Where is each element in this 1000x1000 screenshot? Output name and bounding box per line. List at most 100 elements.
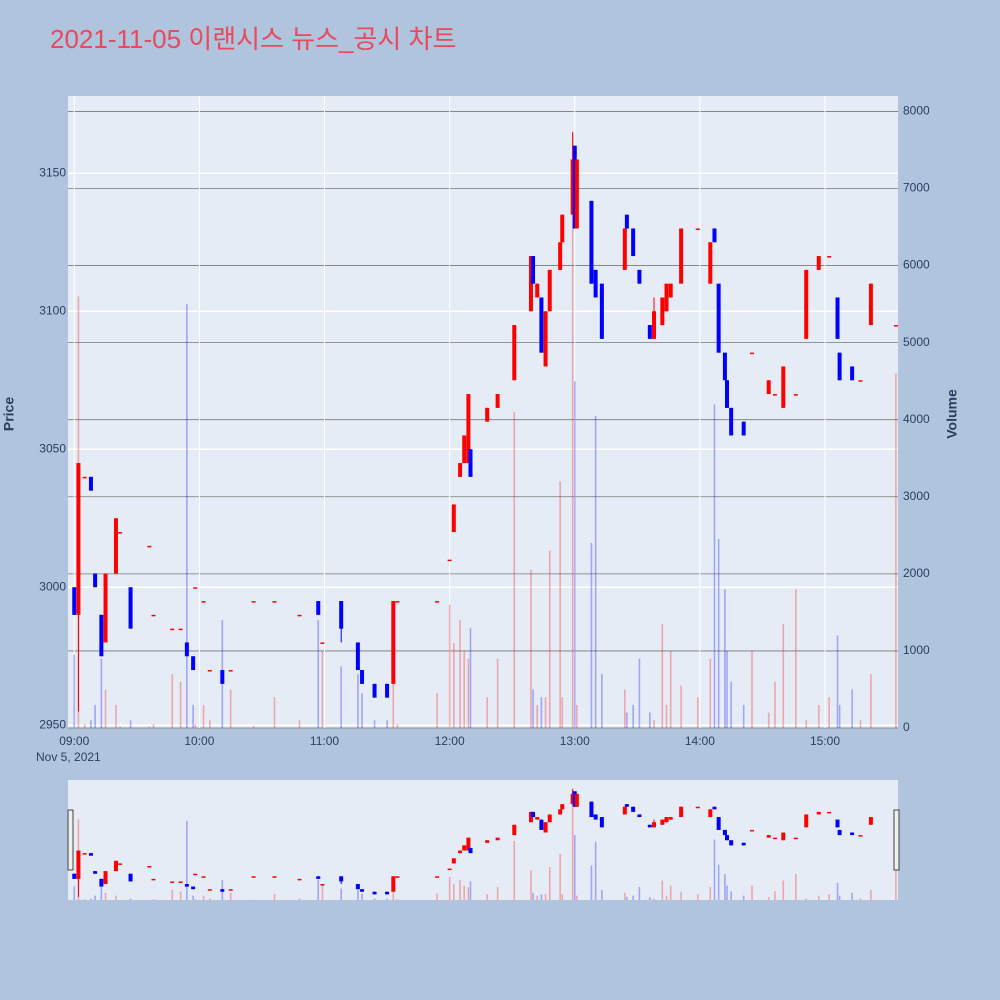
volume-bar (209, 720, 211, 728)
volume-bar (717, 864, 720, 900)
candle-body (793, 837, 798, 840)
candle-body (570, 793, 575, 805)
volume-bar (459, 879, 461, 900)
volume-bar (486, 894, 488, 900)
candle-body (272, 601, 277, 603)
range-slider[interactable] (68, 780, 898, 900)
candle-body (572, 145, 577, 229)
candle-body (624, 214, 629, 229)
volume-bar (665, 895, 668, 900)
volume-bar (653, 720, 655, 728)
volume-bar (273, 697, 276, 728)
candle-body (339, 601, 344, 629)
candle-body (827, 256, 832, 258)
candle-body (716, 283, 721, 353)
volume-bar (467, 658, 470, 728)
candle-body (385, 683, 390, 698)
volume-bar (340, 888, 342, 900)
candle-body (170, 881, 175, 883)
candle-body (251, 876, 256, 878)
slider-handle-left[interactable] (67, 809, 74, 871)
volume-bar (836, 635, 839, 728)
volume-bar (751, 885, 753, 900)
candle-body (647, 325, 652, 339)
volume-bar (373, 720, 376, 728)
volume-bar (192, 704, 194, 728)
candle-body (272, 876, 277, 878)
candle-body (207, 670, 212, 672)
candle-body (147, 545, 152, 548)
candle-body (82, 853, 87, 855)
volume-bar (782, 623, 785, 728)
volume-bar (317, 879, 320, 900)
volume-bar (661, 623, 664, 728)
volume-bar (496, 658, 499, 728)
volume-bar (851, 689, 853, 728)
volume-bar (532, 892, 534, 900)
volume-bar (838, 895, 841, 900)
candle-body (750, 352, 755, 355)
volume-bar (638, 887, 641, 900)
candle-body (447, 559, 452, 562)
volume-bar (805, 720, 808, 728)
y-tick-label: 3050 (39, 441, 66, 455)
candle-body (724, 380, 729, 408)
candle-body (447, 868, 452, 871)
candle-body (360, 670, 365, 684)
volume-bar (252, 725, 255, 728)
x-date-label: Nov 5, 2021 (36, 750, 101, 764)
volume-bar (459, 620, 461, 728)
candle-body (220, 889, 225, 892)
candle-body (679, 806, 684, 818)
candle-body (297, 878, 302, 881)
volume-bar (709, 887, 712, 900)
volume-bar (530, 870, 532, 900)
volume-bar (726, 650, 728, 728)
candle-body (76, 850, 81, 879)
candle-body (355, 884, 360, 890)
candle-body (858, 380, 863, 382)
candle-body (837, 829, 842, 836)
volume-bar (100, 658, 103, 728)
candle-body (466, 394, 471, 464)
candle-body (664, 283, 669, 312)
candle-body (766, 835, 771, 838)
candle-body (320, 884, 325, 886)
candle-body (93, 573, 98, 588)
candle-body (716, 817, 721, 830)
volume-bar (171, 889, 174, 900)
volume-bar (152, 724, 155, 728)
volume-bar (751, 650, 753, 728)
volume-bar (361, 893, 363, 900)
candle-body (297, 614, 302, 617)
volume-bar (536, 895, 539, 900)
volume-bar (532, 689, 534, 728)
volume-bar (463, 885, 466, 900)
y2-tick-label: 6000 (903, 258, 930, 272)
volume-bar (229, 689, 232, 728)
candle-body (793, 394, 798, 396)
slider-handle-right[interactable] (893, 809, 900, 871)
candle-body (624, 804, 629, 807)
volume-bar (357, 674, 359, 728)
candle-body (750, 829, 755, 832)
volume-bar (836, 882, 839, 900)
candle-body (118, 863, 123, 865)
candle-body (850, 832, 855, 836)
volume-bar (624, 689, 626, 728)
volume-bar (209, 898, 211, 900)
candle-body (599, 283, 604, 339)
y-tick-label: 3150 (39, 165, 66, 179)
volume-bar (513, 841, 516, 900)
volume-bar (795, 589, 797, 728)
volume-bar (559, 481, 561, 728)
volume-bar (229, 892, 232, 900)
candle-body (113, 860, 118, 872)
x-tick-label: 15:00 (810, 734, 840, 748)
volume-bar (561, 894, 564, 900)
volume-bar (805, 898, 808, 900)
candle-body (435, 601, 440, 603)
volume-bar (571, 134, 574, 728)
candle-body (708, 242, 713, 284)
candle-body (868, 817, 873, 825)
